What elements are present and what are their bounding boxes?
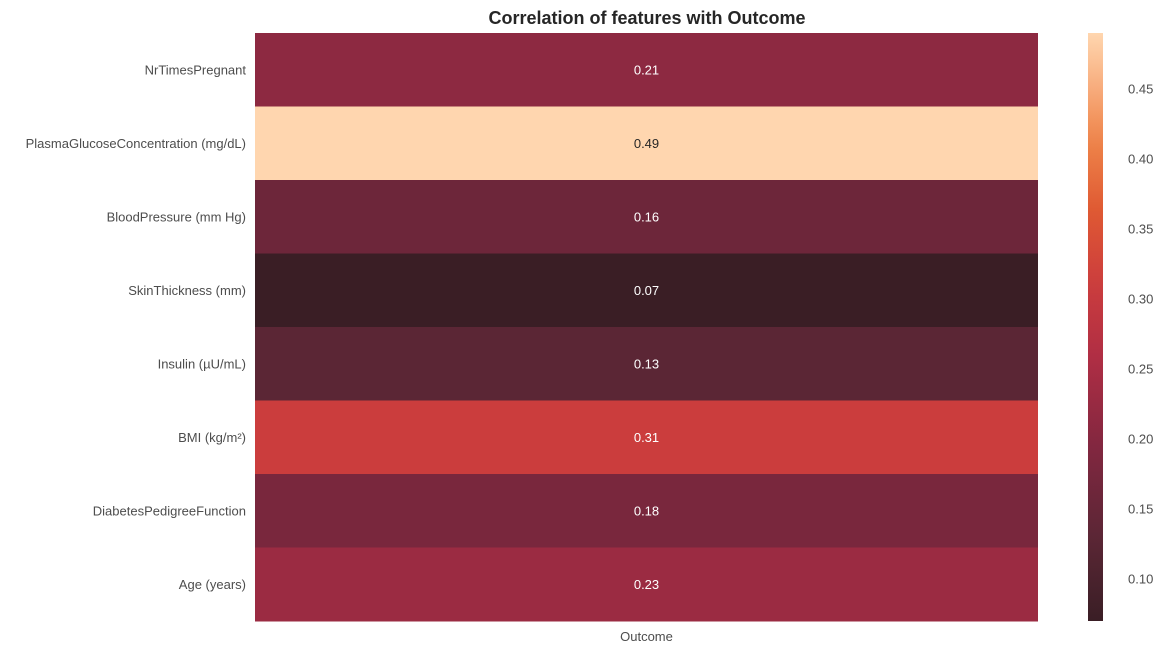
colorbar-tick-label: 0.20 [1128,432,1153,447]
colorbar-tick-label: 0.10 [1128,572,1153,587]
colorbar-gradient [1088,33,1103,621]
cell-value-label: 0.49 [634,136,659,151]
colorbar-tick-label: 0.40 [1128,152,1153,167]
heatmap-cell [255,33,1038,107]
heatmap-cell [255,327,1038,401]
colorbar-tick-label: 0.45 [1128,82,1153,97]
row-tick-label: Age (years) [179,577,246,592]
colorbar-tick-label: 0.15 [1128,502,1153,517]
colorbar: 0.10 0.15 0.20 0.25 0.30 0.35 0.40 0.45 [1088,33,1153,621]
chart-title: Correlation of features with Outcome [488,8,805,28]
heatmap-cell [255,253,1038,328]
heatmap-cell [255,106,1038,181]
cell-value-label: 0.21 [634,62,659,77]
column-tick-label: Outcome [620,629,673,644]
heatmap-cells: 0.21 0.49 0.16 0.07 0.13 0.31 0.18 0.23 [255,33,1038,622]
row-tick-label: NrTimesPregnant [145,62,247,77]
heatmap-cell [255,400,1038,475]
row-tick-labels: NrTimesPregnant PlasmaGlucoseConcentratio… [26,62,247,592]
colorbar-tick-label: 0.25 [1128,362,1153,377]
row-tick-label: DiabetesPedigreeFunction [93,503,246,518]
cell-value-label: 0.23 [634,577,659,592]
row-tick-label: BMI (kg/m²) [178,430,246,445]
heatmap-cell [255,474,1038,548]
row-tick-label: BloodPressure (mm Hg) [107,209,246,224]
heatmap-cell [255,180,1038,254]
row-tick-label: SkinThickness (mm) [128,283,246,298]
cell-value-label: 0.18 [634,503,659,518]
heatmap-cell [255,547,1038,622]
row-tick-label: PlasmaGlucoseConcentration (mg/dL) [26,136,246,151]
cell-value-label: 0.07 [634,283,659,298]
cell-value-label: 0.13 [634,356,659,371]
row-tick-label: Insulin (µU/mL) [158,356,246,371]
colorbar-tick-label: 0.35 [1128,222,1153,237]
cell-value-label: 0.16 [634,209,659,224]
colorbar-tick-label: 0.30 [1128,292,1153,307]
column-tick-labels: Outcome [620,629,673,644]
cell-value-label: 0.31 [634,430,659,445]
